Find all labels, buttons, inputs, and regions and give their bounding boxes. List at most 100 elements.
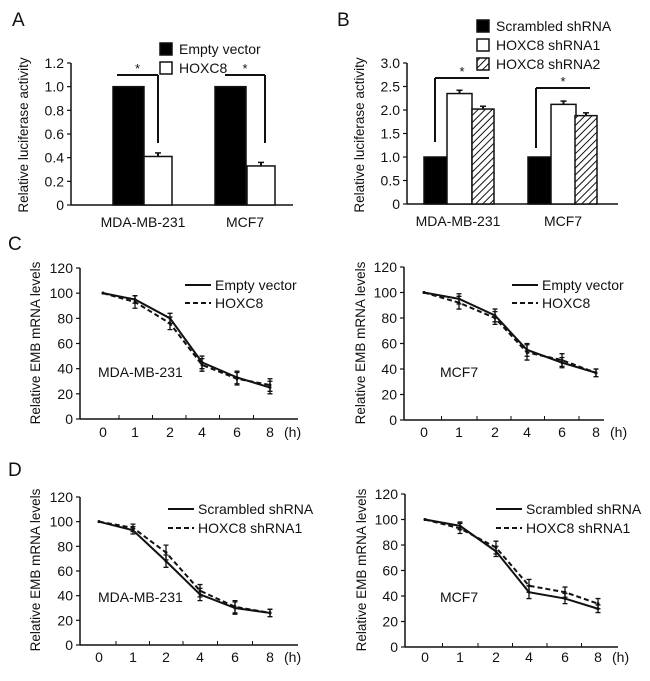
x-tick-label: 2	[166, 424, 174, 440]
bar	[574, 114, 598, 205]
error-bar	[197, 583, 203, 598]
y-tick-label: 80	[57, 310, 73, 326]
data-point	[97, 520, 101, 524]
error-bar	[132, 295, 138, 309]
x-unit-label: (h)	[284, 424, 301, 440]
error-bar	[559, 353, 565, 368]
panel-label: A	[12, 10, 25, 31]
y-tick-label: 2.5	[381, 79, 401, 95]
y-tick-label: 60	[381, 336, 397, 352]
legend-label: HOXC8	[215, 295, 263, 311]
x-tick-label: 4	[523, 424, 531, 440]
y-tick-label: 0.6	[45, 126, 65, 142]
error-bar	[167, 316, 173, 331]
y-tick-label: 0.5	[381, 173, 401, 189]
category-label: MDA-MB-231	[416, 213, 501, 229]
x-tick-label: 2	[492, 649, 500, 665]
x-tick-label: 0	[421, 649, 429, 665]
y-tick-label: 0	[65, 411, 73, 427]
y-tick-label: 120	[50, 260, 74, 276]
legend-swatch	[476, 19, 490, 33]
chart-panel-0: A Relative luciferase activity 0 0.2 0.4 0.6 0…	[12, 10, 293, 230]
y-tick-label: 120	[374, 259, 398, 275]
y-tick-label: 100	[50, 285, 74, 301]
category-label: MCF7	[544, 213, 582, 229]
legend-label: Scrambled shRNA	[496, 18, 612, 34]
y-tick-label: 1.5	[381, 126, 401, 142]
y-tick-label: 1.0	[381, 149, 401, 165]
bar	[446, 92, 473, 205]
data-point	[101, 291, 105, 295]
y-tick-label: 100	[374, 285, 398, 301]
bar	[112, 85, 145, 206]
y-tick-label: 2.0	[381, 102, 401, 118]
x-tick-label: 0	[95, 649, 103, 665]
error-bar	[163, 544, 169, 561]
x-tick-label: 8	[592, 424, 600, 440]
y-tick-label: 80	[57, 538, 73, 554]
error-bar	[493, 540, 499, 555]
series-line	[423, 291, 597, 374]
y-axis-label: Relative EMB mRNA levels	[28, 261, 43, 424]
y-tick-label: 100	[375, 512, 399, 528]
series-line	[98, 520, 271, 614]
legend-label: HOXC8 shRNA1	[496, 37, 600, 53]
data-point	[423, 518, 427, 521]
x-tick-label: 8	[266, 424, 274, 440]
error-bar	[593, 368, 599, 378]
y-tick-label: 0	[389, 412, 397, 428]
legend-swatch	[159, 42, 173, 56]
legend-label: Scrambled shRNA	[526, 501, 642, 517]
x-tick-label: 8	[594, 649, 602, 665]
x-tick-label: 4	[525, 649, 533, 665]
significance-star: *	[459, 64, 464, 79]
bar	[143, 155, 173, 206]
y-tick-label: 20	[381, 387, 397, 403]
legend-swatch	[476, 38, 490, 52]
y-tick-label: 0	[390, 639, 398, 655]
annotation: MDA-MB-231	[98, 364, 183, 380]
bar	[471, 108, 495, 205]
chart-panel-5: Relative EMB mRNA levels 0 20 40 60 80 100 120 0…	[354, 486, 642, 665]
panel-label: C	[8, 234, 22, 255]
y-tick-label: 20	[382, 614, 398, 630]
y-tick-label: 0.2	[45, 173, 65, 189]
bar	[527, 156, 552, 205]
legend-swatch	[159, 61, 173, 75]
x-tick-label: 8	[266, 649, 274, 665]
annotation: MCF7	[440, 364, 478, 380]
significance-bracket	[535, 87, 590, 148]
significance-star: *	[242, 61, 247, 76]
error-bar	[456, 295, 462, 310]
legend-swatch	[476, 57, 490, 71]
y-tick-label: 0.4	[45, 150, 65, 166]
legend-label: HOXC8 shRNA1	[526, 520, 630, 536]
error-bar	[524, 344, 530, 361]
y-tick-label: 0	[56, 197, 64, 213]
y-tick-label: 120	[375, 486, 399, 502]
y-tick-label: 20	[57, 612, 73, 628]
x-tick-label: 6	[231, 649, 239, 665]
series-line	[424, 518, 599, 605]
chart-panel-3: Relative EMB mRNA levels 0 20 40 60 80 100 120 0…	[353, 259, 627, 440]
panel-label: B	[337, 10, 350, 31]
y-tick-label: 20	[57, 386, 73, 402]
legend-label: HOXC8 shRNA2	[496, 56, 600, 72]
y-tick-label: 1.2	[45, 55, 65, 71]
bar	[246, 165, 276, 206]
significance-bracket	[225, 74, 266, 143]
y-tick-label: 120	[50, 489, 74, 505]
x-unit-label: (h)	[610, 424, 627, 440]
x-tick-label: 4	[196, 649, 204, 665]
legend-label: HOXC8	[542, 295, 590, 311]
y-tick-label: 0	[392, 196, 400, 212]
y-tick-label: 80	[381, 310, 397, 326]
bar	[214, 85, 247, 206]
y-tick-label: 3.0	[381, 55, 401, 71]
y-axis-label: Relative EMB mRNA levels	[28, 488, 43, 651]
error-bar	[562, 586, 568, 598]
x-tick-label: 0	[99, 424, 107, 440]
annotation: MDA-MB-231	[98, 589, 183, 605]
